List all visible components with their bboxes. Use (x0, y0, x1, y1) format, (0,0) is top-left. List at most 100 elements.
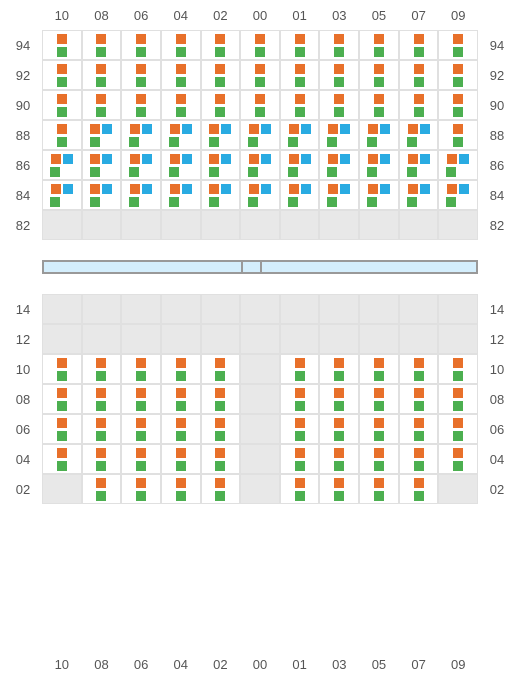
marker-green (295, 47, 305, 57)
marker-green (57, 371, 67, 381)
marker-blue (102, 124, 112, 134)
marker-pair (408, 124, 430, 134)
marker-orange (374, 64, 384, 74)
marker-blue (142, 184, 152, 194)
rack-cell (121, 120, 161, 150)
rack-cell (359, 90, 399, 120)
marker-green (453, 47, 463, 57)
row-label: 08 (482, 392, 512, 407)
rack-cell (201, 294, 241, 324)
rack-cell (359, 384, 399, 414)
rack-cell (280, 354, 320, 384)
marker-green (96, 371, 106, 381)
marker-green (334, 107, 344, 117)
marker-green (209, 137, 219, 147)
column-label: 02 (201, 8, 241, 23)
rack-cell (399, 60, 439, 90)
rack-cell (201, 180, 241, 210)
row-label: 06 (482, 422, 512, 437)
column-label: 07 (399, 8, 439, 23)
marker-pair (130, 184, 152, 194)
marker-green (215, 47, 225, 57)
rack-cell (42, 60, 82, 90)
marker-green (407, 137, 417, 147)
rack-cell (240, 354, 280, 384)
rack-cell (280, 414, 320, 444)
marker-green (288, 137, 298, 147)
rack-cell (319, 384, 359, 414)
row-label: 84 (8, 188, 38, 203)
marker-green (255, 77, 265, 87)
column-label: 06 (121, 657, 161, 672)
marker-blue (182, 154, 192, 164)
marker-green (374, 77, 384, 87)
marker-green (90, 197, 100, 207)
marker-orange (334, 388, 344, 398)
marker-pair (249, 154, 271, 164)
marker-green (209, 167, 219, 177)
rack-cell (161, 120, 201, 150)
marker-orange (334, 358, 344, 368)
marker-green (334, 401, 344, 411)
rack-cell (240, 474, 280, 504)
rack-cell (240, 180, 280, 210)
marker-green (136, 107, 146, 117)
marker-green (129, 197, 139, 207)
marker-orange (176, 448, 186, 458)
marker-orange (209, 184, 219, 194)
marker-pair (289, 154, 311, 164)
rack-row (42, 120, 478, 150)
rack-row (42, 294, 478, 324)
marker-orange (334, 448, 344, 458)
row-label: 90 (482, 98, 512, 113)
marker-blue (182, 124, 192, 134)
marker-orange (136, 418, 146, 428)
marker-green (57, 401, 67, 411)
marker-orange (374, 94, 384, 104)
marker-orange (130, 154, 140, 164)
marker-pair (447, 154, 469, 164)
marker-orange (453, 418, 463, 428)
rack-cell (280, 150, 320, 180)
rack-cell (82, 30, 122, 60)
rack-cell (82, 120, 122, 150)
marker-orange (414, 64, 424, 74)
rack-cell (82, 150, 122, 180)
marker-orange (414, 448, 424, 458)
marker-pair (209, 124, 231, 134)
rack-row (42, 150, 478, 180)
marker-orange (374, 448, 384, 458)
rack-row (42, 324, 478, 354)
row-label: 06 (8, 422, 38, 437)
rack-cell (161, 444, 201, 474)
marker-blue (380, 124, 390, 134)
marker-orange (334, 34, 344, 44)
marker-orange (295, 94, 305, 104)
rack-cell (121, 180, 161, 210)
marker-orange (215, 358, 225, 368)
marker-blue (340, 124, 350, 134)
marker-orange (414, 478, 424, 488)
marker-pair (368, 124, 390, 134)
rack-cell (319, 294, 359, 324)
marker-pair (209, 154, 231, 164)
marker-green (248, 137, 258, 147)
marker-blue (301, 184, 311, 194)
marker-blue (340, 154, 350, 164)
marker-orange (209, 154, 219, 164)
row-label: 08 (8, 392, 38, 407)
marker-orange (453, 448, 463, 458)
rack-cell (280, 384, 320, 414)
marker-green (248, 197, 258, 207)
rack-cell (42, 30, 82, 60)
marker-green (176, 107, 186, 117)
rack-cell (121, 294, 161, 324)
rack-row (42, 474, 478, 504)
column-label: 05 (359, 8, 399, 23)
rack-cell (359, 354, 399, 384)
rack-cell (42, 354, 82, 384)
marker-pair (90, 184, 112, 194)
rack-cell (319, 210, 359, 240)
marker-orange (295, 388, 305, 398)
marker-orange (176, 34, 186, 44)
